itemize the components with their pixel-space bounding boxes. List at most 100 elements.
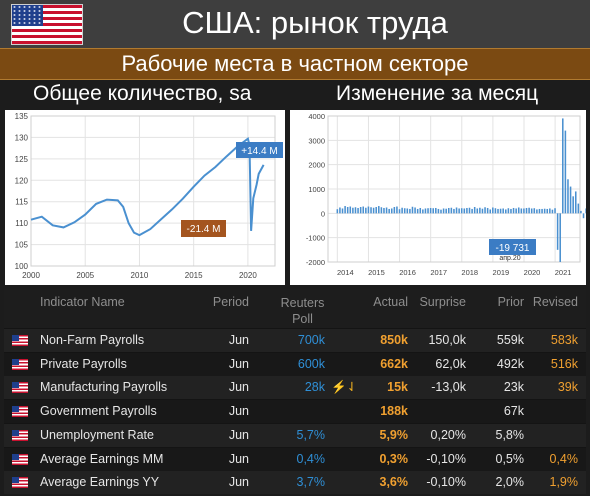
bar <box>445 208 447 214</box>
actual-cell: 5,9% <box>379 427 409 442</box>
bar <box>494 208 497 214</box>
bar <box>517 207 520 214</box>
bar <box>437 208 440 214</box>
poll-cell: 3,7% <box>296 475 326 490</box>
bar <box>510 208 512 214</box>
bar <box>541 208 543 214</box>
bar <box>463 208 466 214</box>
indicator-name: Government Payrolls <box>40 404 157 419</box>
x-tick-label: 2021 <box>555 268 572 277</box>
bar <box>427 208 429 214</box>
x-tick-label: 2018 <box>461 268 478 277</box>
bar <box>551 209 554 214</box>
bar <box>479 207 481 214</box>
bar <box>411 206 414 214</box>
bar <box>455 207 458 214</box>
x-tick-label: 2005 <box>76 271 94 280</box>
y-tick-label: -1000 <box>306 234 325 243</box>
prior-cell: 5,8% <box>495 427 525 442</box>
bar <box>505 209 507 214</box>
bar <box>380 207 383 214</box>
revised-cell: 1,9% <box>549 475 579 490</box>
table-row[interactable]: Average Earnings MM Jun 0,4% 0,3% -0,10% 0,5%… <box>4 447 586 471</box>
bar <box>378 206 380 214</box>
annotation-up-label: +14.4 M <box>241 146 277 157</box>
x-tick-label: 2020 <box>524 268 541 277</box>
surprise-bolt-icon: ⚡⇃ <box>331 380 358 395</box>
plot-frame <box>30 115 276 267</box>
bar <box>460 208 463 214</box>
bar <box>346 207 349 214</box>
period-cell: Jun <box>228 333 249 347</box>
bar <box>396 206 398 214</box>
bar <box>383 207 385 214</box>
bar <box>507 208 510 214</box>
bar <box>466 207 468 214</box>
bar <box>549 208 551 214</box>
bar <box>453 208 455 214</box>
x-tick-label: 2014 <box>337 268 354 277</box>
y-tick-label: 0 <box>321 209 325 218</box>
bar <box>365 207 367 214</box>
table-row[interactable]: Private Payrolls Jun 600k 662k 62,0k 492k 516k <box>4 352 586 376</box>
table-row[interactable]: Average Earnings YY Jun 3,7% 3,6% -0,10% 2,0%… <box>4 471 586 495</box>
total-employment-svg: 100 105 110 115 120 125 130 135 2000 2005 2010 2015… <box>15 112 283 280</box>
table-row[interactable]: Manufacturing Payrolls Jun 28k ⚡⇃ 15k -13,0k 2… <box>4 376 586 400</box>
bar <box>357 207 359 214</box>
bar <box>476 208 479 214</box>
bar <box>471 208 473 214</box>
revised-cell: 0,4% <box>549 451 579 466</box>
bar <box>344 206 346 214</box>
header-actual: Actual <box>373 295 408 309</box>
bar <box>530 208 533 214</box>
total-employment-chart: 100 105 110 115 120 125 130 135 2000 2005 2010 2015… <box>5 110 285 285</box>
y-tick-label: 120 <box>15 176 29 185</box>
surprise-cell: 0,20% <box>430 427 466 442</box>
period-cell: Jun <box>228 404 249 419</box>
bar <box>393 207 396 214</box>
prior-cell: 559k <box>496 333 524 347</box>
table-row[interactable]: Government Payrolls Jun 188k 67k <box>4 400 586 424</box>
bar <box>528 207 530 214</box>
us-flag-icon <box>12 358 28 370</box>
bar <box>554 208 556 214</box>
bar <box>398 209 401 214</box>
bar <box>442 208 445 214</box>
left-chart-title: Общее количество, sa <box>33 82 252 105</box>
bar <box>401 207 403 214</box>
x-tick-label: 2015 <box>185 271 203 280</box>
bar <box>341 208 344 214</box>
us-flag-icon <box>12 382 28 394</box>
period-cell: Jun <box>228 427 249 442</box>
bar <box>582 213 585 219</box>
period-cell: Jun <box>228 451 249 466</box>
us-flag-icon <box>12 335 28 346</box>
header-reuters-poll: Reuters Poll <box>280 296 325 326</box>
prior-cell: 0,5% <box>495 451 525 466</box>
table-row[interactable]: Non-Farm Payrolls Jun 700k 850k 150,0k 559k 58… <box>4 329 586 352</box>
y-tick-label: 1000 <box>308 185 325 194</box>
bar <box>372 207 375 214</box>
bar <box>577 203 580 214</box>
surprise-cell: 62,0k <box>435 356 466 371</box>
bar <box>440 209 442 214</box>
annotation-min-date: апр.20 <box>499 255 520 262</box>
indicator-name: Non-Farm Payrolls <box>40 333 145 347</box>
bar <box>339 207 341 214</box>
bar <box>432 208 434 214</box>
surprise-cell: 150,0k <box>428 333 466 347</box>
annotation-min-value: -19 731 <box>496 243 530 254</box>
actual-cell: 15k <box>387 380 408 395</box>
bar <box>497 208 499 214</box>
actual-cell: 0,3% <box>379 451 409 466</box>
bar <box>572 196 574 214</box>
header-prior: Prior <box>497 295 524 309</box>
poll-cell: 0,4% <box>296 451 326 466</box>
poll-cell: 700k <box>297 333 325 347</box>
us-flag-icon <box>12 429 28 441</box>
bar <box>481 208 484 214</box>
indicator-name: Average Earnings YY <box>40 475 160 490</box>
table-row[interactable]: Unemployment Rate Jun 5,7% 5,9% 0,20% 5,8% <box>4 423 586 447</box>
y-tick-label: 4000 <box>308 112 325 121</box>
bar <box>543 208 546 214</box>
